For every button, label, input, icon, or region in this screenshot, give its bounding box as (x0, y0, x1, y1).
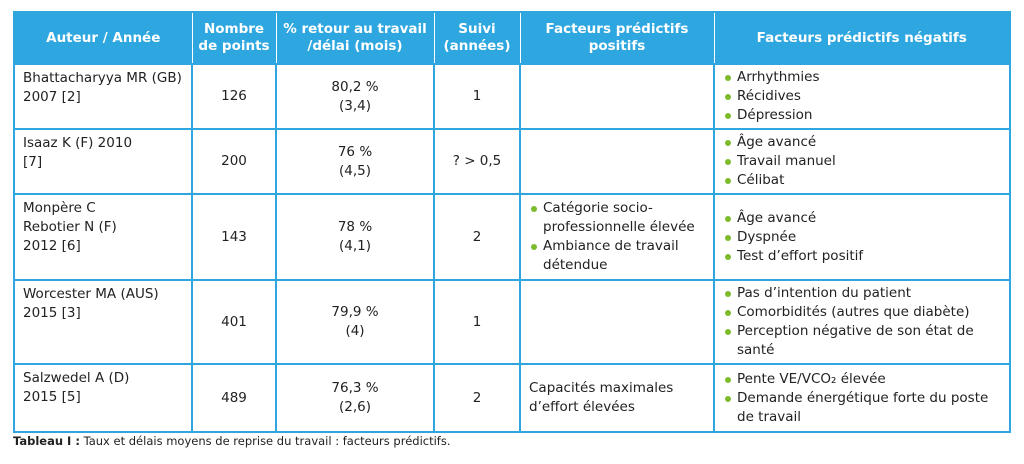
table-caption: Tableau I : Taux et délais moyens de rep… (13, 434, 450, 448)
cell-negatifs: Arrhythmies Récidives Dépression (713, 63, 1011, 130)
caption-text: Taux et délais moyens de reprise du trav… (79, 434, 451, 448)
retour-delay: (4,5) (338, 162, 371, 179)
list-item: Âge avancé (723, 209, 1001, 228)
header-negatifs: Facteurs prédictifs négatifs (713, 11, 1011, 64)
cell-retour: 78 % (4,1) (275, 193, 435, 281)
cell-suivi: 1 (433, 63, 521, 130)
cell-positifs (519, 128, 715, 195)
cell-points: 489 (191, 363, 277, 433)
author-line: 2015 [5] (23, 389, 81, 405)
retour-percent: 76 % (337, 143, 373, 160)
cell-points: 200 (191, 128, 277, 195)
cell-negatifs: Pente VE/VCO₂ élevée Demande énergétique… (713, 363, 1011, 433)
author-line: [7] (23, 154, 43, 170)
retour-delay: (4) (345, 323, 365, 339)
author-line: 2015 [3] (23, 305, 81, 321)
header-points: Nombre de points (191, 11, 276, 64)
list-item: Comorbidités (autres que diabète) (723, 303, 1001, 322)
cell-positifs (519, 63, 715, 130)
list-item: Pente VE/VCO₂ élevée (723, 370, 1001, 389)
data-table-container: Auteur / Année Nombre de points % retour… (13, 11, 1011, 433)
retour-delay: (3,4) (338, 97, 371, 114)
retour-percent: 76,3 % (331, 380, 379, 396)
list-item: Dépression (723, 106, 1001, 125)
positifs-text: Capacités maximales d’effort élevées (529, 380, 674, 415)
list-item: Dyspnée (723, 228, 1001, 247)
retour-percent: 80,2 % (331, 78, 379, 95)
cell-points: 401 (191, 279, 277, 365)
list-item: Perception négative de son état de santé (723, 322, 1001, 360)
cell-points: 143 (191, 193, 277, 281)
cell-retour: 76,3 % (2,6) (275, 363, 435, 433)
author-line: Isaaz K (F) 2010 (23, 135, 133, 151)
list-item: Demande énergétique forte du poste de tr… (723, 389, 1001, 427)
retour-delay: (2,6) (338, 399, 371, 415)
author-line: Worcester MA (AUS) (23, 286, 159, 302)
cell-negatifs: Âge avancé Travail manuel Célibat (713, 128, 1011, 195)
cell-negatifs: Âge avancé Dyspnée Test d’effort positif (713, 193, 1011, 281)
header-retour: % retour au travail /délai (mois) (275, 11, 434, 64)
table-row: Bhattacharyya MR (GB) 2007 [2] 126 80,2 … (13, 63, 1011, 130)
header-author: Auteur / Année (13, 11, 192, 64)
cell-suivi: 1 (433, 279, 521, 365)
retour-delay: (4,1) (338, 238, 371, 254)
data-table: Auteur / Année Nombre de points % retour… (13, 11, 1011, 433)
list-item: Catégorie socio-professionnelle élevée (529, 199, 705, 237)
list-item: Pas d’intention du patient (723, 284, 1001, 303)
author-line: Bhattacharyya MR (GB) (23, 70, 182, 86)
cell-retour: 80,2 % (3,4) (275, 63, 435, 130)
cell-author: Worcester MA (AUS) 2015 [3] (13, 279, 193, 365)
cell-author: Bhattacharyya MR (GB) 2007 [2] (13, 63, 193, 130)
cell-positifs (519, 279, 715, 365)
cell-author: Isaaz K (F) 2010 [7] (13, 128, 193, 195)
cell-suivi: ? > 0,5 (433, 128, 521, 195)
cell-points: 126 (191, 63, 277, 130)
cell-positifs: Catégorie socio-professionnelle élevée A… (519, 193, 715, 281)
cell-author: Monpère C Rebotier N (F) 2012 [6] (13, 193, 193, 281)
list-item: Travail manuel (723, 152, 1001, 171)
table-row: Salzwedel A (D) 2015 [5] 489 76,3 % (2,6… (13, 363, 1011, 433)
retour-percent: 79,9 % (331, 304, 379, 320)
header-positifs: Facteurs prédictifs positifs (519, 11, 714, 64)
cell-negatifs: Pas d’intention du patient Comorbidités … (713, 279, 1011, 365)
caption-label: Tableau I : (13, 434, 80, 448)
list-item: Test d’effort positif (723, 247, 1001, 266)
cell-author: Salzwedel A (D) 2015 [5] (13, 363, 193, 433)
table-row: Isaaz K (F) 2010 [7] 200 76 % (4,5) ? > … (13, 128, 1011, 195)
author-line: Rebotier N (F) (23, 219, 117, 235)
cell-retour: 79,9 % (4) (275, 279, 435, 365)
author-line: 2007 [2] (23, 89, 81, 105)
cell-suivi: 2 (433, 193, 521, 281)
table-row: Monpère C Rebotier N (F) 2012 [6] 143 78… (13, 193, 1011, 281)
author-line: 2012 [6] (23, 238, 81, 254)
retour-percent: 78 % (337, 219, 373, 235)
header-suivi: Suivi (années) (433, 11, 520, 64)
list-item: Âge avancé (723, 133, 1001, 152)
list-item: Ambiance de travail détendue (529, 237, 705, 275)
table-row: Worcester MA (AUS) 2015 [3] 401 79,9 % (… (13, 279, 1011, 365)
author-line: Monpère C (23, 200, 96, 216)
author-line: Salzwedel A (D) (23, 370, 130, 386)
list-item: Arrhythmies (723, 68, 1001, 87)
list-item: Récidives (723, 87, 1001, 106)
cell-suivi: 2 (433, 363, 521, 433)
header-row: Auteur / Année Nombre de points % retour… (13, 11, 1011, 64)
list-item: Célibat (723, 171, 1001, 190)
cell-retour: 76 % (4,5) (275, 128, 435, 195)
cell-positifs: Capacités maximales d’effort élevées (519, 363, 715, 433)
